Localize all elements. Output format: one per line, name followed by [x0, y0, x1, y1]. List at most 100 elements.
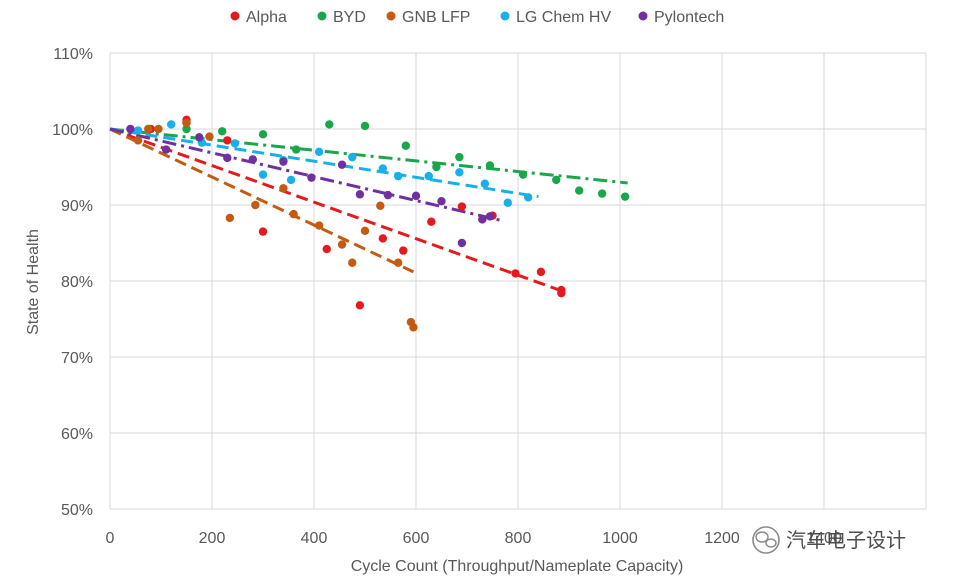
legend-marker — [230, 11, 240, 21]
data-point — [518, 170, 528, 179]
legend-label: Pylontech — [654, 9, 724, 26]
data-point — [485, 212, 495, 221]
x-tick-label: 400 — [301, 530, 328, 547]
x-tick-label: 1200 — [704, 530, 740, 547]
data-point — [455, 168, 464, 177]
y-tick-label: 110% — [53, 46, 93, 63]
x-tick-label: 600 — [403, 530, 430, 547]
data-point — [503, 198, 512, 207]
data-point — [485, 161, 495, 170]
data-point — [376, 201, 385, 210]
data-point — [437, 197, 446, 206]
data-point — [457, 202, 467, 211]
data-point — [144, 124, 153, 134]
x-tick-label: 1000 — [602, 530, 638, 547]
data-point — [427, 217, 436, 226]
y-tick-label: 80% — [61, 274, 93, 291]
data-point — [360, 226, 370, 236]
data-point — [182, 124, 191, 134]
legend-item-alpha[interactable]: Alpha — [230, 9, 288, 26]
data-point — [432, 162, 441, 172]
data-point — [291, 145, 301, 154]
data-point — [126, 124, 135, 134]
series-gnb-lfp — [133, 118, 418, 332]
y-tick-label: 100% — [52, 122, 93, 139]
data-point — [348, 152, 357, 162]
data-point — [393, 171, 403, 181]
data-point — [457, 238, 467, 248]
x-axis-title: Cycle Count (Throughput/Nameplate Capaci… — [351, 558, 684, 575]
data-point — [322, 244, 331, 254]
data-point — [133, 126, 143, 135]
trendline-gnb-lfp — [109, 127, 415, 274]
x-tick-label: 1400 — [806, 530, 842, 547]
data-point — [325, 120, 334, 129]
data-points — [126, 115, 630, 332]
series-byd — [182, 120, 630, 201]
data-point — [411, 191, 421, 201]
legend-item-pylontech[interactable]: Pylontech — [638, 9, 725, 26]
x-tick-label: 0 — [106, 530, 115, 547]
data-point — [360, 121, 370, 131]
legend[interactable]: Alpha BYD GNB LFP LG Chem HV Pylontech — [230, 9, 725, 26]
watermark-text: 汽车电子设计 — [786, 529, 906, 552]
data-point — [218, 127, 227, 136]
data-point — [524, 193, 533, 202]
data-point — [536, 267, 546, 277]
data-point — [455, 152, 464, 162]
data-point — [230, 139, 240, 148]
y-tick-label: 90% — [61, 198, 93, 215]
legend-marker — [500, 11, 510, 21]
watermark: 汽车电子设计 — [752, 526, 906, 554]
y-tick-label: 50% — [61, 502, 93, 519]
data-point — [205, 132, 214, 141]
data-point — [314, 147, 324, 156]
wechat-logo-icon — [752, 526, 780, 554]
data-point — [286, 175, 296, 185]
legend-marker — [386, 11, 396, 21]
data-point — [154, 124, 163, 134]
data-point — [393, 258, 403, 267]
y-tick-label: 70% — [61, 350, 93, 367]
data-point — [355, 301, 365, 310]
legend-label: Alpha — [246, 9, 287, 26]
y-tick-label: 60% — [61, 426, 93, 443]
data-point — [182, 118, 191, 128]
data-point — [575, 186, 584, 195]
data-point — [355, 190, 365, 199]
data-point — [289, 209, 298, 219]
legend-item-gnb-lfp[interactable]: GNB LFP — [386, 9, 471, 26]
data-point — [258, 130, 268, 139]
data-point — [279, 184, 288, 193]
data-point — [133, 136, 143, 145]
data-point — [620, 192, 630, 201]
data-point — [223, 136, 232, 145]
data-point — [258, 170, 268, 179]
data-point — [258, 227, 268, 236]
data-point — [511, 269, 520, 278]
x-tick-label: 200 — [199, 530, 226, 547]
series-pylontech — [126, 124, 495, 248]
data-point — [161, 145, 171, 154]
data-point — [248, 155, 257, 164]
data-point — [378, 234, 388, 243]
legend-item-byd[interactable]: BYD — [317, 9, 366, 26]
data-point — [399, 246, 408, 255]
data-point — [383, 190, 393, 200]
legend-label: LG Chem HV — [516, 9, 611, 26]
data-point — [378, 164, 388, 173]
data-point — [223, 153, 232, 163]
trendline-alpha — [109, 127, 565, 294]
legend-item-lg-chem-hv[interactable]: LG Chem HV — [500, 9, 612, 26]
data-point — [552, 175, 561, 185]
data-point — [225, 213, 235, 223]
data-point — [597, 189, 607, 198]
series-lg-chem-hv — [133, 120, 533, 207]
data-point — [314, 221, 324, 230]
data-point — [167, 120, 176, 129]
data-point — [195, 133, 204, 142]
legend-marker — [638, 11, 648, 21]
trendline-lg-chem-hv — [109, 127, 539, 199]
